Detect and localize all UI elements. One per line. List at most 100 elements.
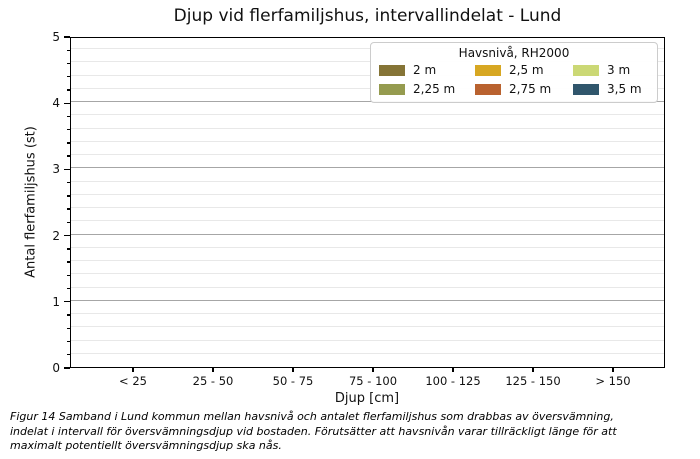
legend-color-swatch xyxy=(475,64,501,76)
legend-label: 2,75 m xyxy=(509,82,552,96)
x-tick xyxy=(532,368,534,372)
legend-entries: 2 m 2,5 m 3 m 2,25 m 2,75 m 3,5 m xyxy=(379,63,649,96)
minor-gridline xyxy=(71,193,664,195)
major-gridline xyxy=(71,233,664,235)
major-gridline xyxy=(71,101,664,103)
caption-line: maximalt potentiellt översvämningsdjup s… xyxy=(10,439,282,452)
legend-color-swatch xyxy=(573,83,599,95)
y-major-tick xyxy=(64,234,70,237)
minor-gridline xyxy=(71,220,664,222)
legend-item: 3 m xyxy=(573,63,651,77)
legend-label: 2,25 m xyxy=(413,82,456,96)
minor-gridline xyxy=(71,207,664,209)
y-tick-label: 0 xyxy=(52,361,60,375)
legend-label: 3 m xyxy=(607,63,631,77)
minor-gridline xyxy=(71,246,664,248)
minor-gridline xyxy=(71,339,664,341)
caption-line: Figur 14 Samband i Lund kommun mellan ha… xyxy=(10,410,614,423)
y-minor-tick xyxy=(66,274,70,276)
x-tick-label: > 150 xyxy=(595,374,631,388)
y-major-tick xyxy=(64,301,70,303)
y-tick-label: 4 xyxy=(52,96,60,111)
minor-gridline xyxy=(71,352,664,354)
x-tick xyxy=(612,368,614,372)
y-minor-tick xyxy=(66,314,70,316)
minor-gridline xyxy=(71,61,664,63)
legend-item: 3,5 m xyxy=(573,82,651,96)
legend-item: 2,25 m xyxy=(379,82,475,96)
legend-label: 2,5 m xyxy=(509,63,544,77)
y-minor-tick xyxy=(66,181,70,184)
x-tick xyxy=(372,368,374,372)
y-minor-tick xyxy=(66,354,70,356)
y-minor-tick xyxy=(66,49,70,51)
minor-gridline xyxy=(71,260,664,262)
x-tick-label: 75 - 100 xyxy=(348,374,398,388)
x-tick-label: 25 - 50 xyxy=(192,374,234,388)
minor-gridline xyxy=(71,140,664,142)
y-minor-tick xyxy=(66,76,70,78)
y-minor-tick xyxy=(66,221,70,224)
legend-label: 2 m xyxy=(413,63,437,77)
y-minor-tick xyxy=(66,340,70,343)
y-minor-tick xyxy=(66,115,70,118)
x-tick-label: 125 - 150 xyxy=(505,374,561,388)
x-tick-label: 50 - 75 xyxy=(272,374,314,388)
x-axis-label: Djup [cm] xyxy=(334,391,400,406)
y-minor-tick xyxy=(66,287,70,290)
x-tick xyxy=(212,368,214,372)
legend-item: 2,5 m xyxy=(475,63,573,77)
y-minor-tick xyxy=(66,208,70,210)
y-major-tick xyxy=(64,168,70,171)
y-minor-tick xyxy=(66,327,70,329)
legend-color-swatch xyxy=(379,83,405,95)
legend-title: Havsnivå, RH2000 xyxy=(458,46,570,60)
y-minor-tick xyxy=(66,261,70,263)
y-minor-tick xyxy=(66,248,70,250)
y-major-tick xyxy=(64,367,70,369)
legend-color-swatch xyxy=(379,64,405,76)
y-major-tick xyxy=(64,102,70,104)
legend-item: 2,75 m xyxy=(475,82,573,96)
minor-gridline xyxy=(71,326,664,328)
y-minor-tick xyxy=(66,142,70,144)
minor-gridline xyxy=(71,114,664,116)
minor-gridline xyxy=(71,48,664,50)
y-tick-label: 2 xyxy=(52,228,60,243)
legend-label: 3,5 m xyxy=(607,82,642,96)
minor-gridline xyxy=(71,273,664,275)
minor-gridline xyxy=(71,87,664,89)
y-minor-tick xyxy=(66,62,70,65)
major-gridline xyxy=(71,167,664,169)
legend-color-swatch xyxy=(475,83,501,95)
y-major-tick xyxy=(64,36,70,38)
x-tick-label: 100 - 125 xyxy=(425,374,481,388)
chart-title: Djup vid flerfamiljshus, intervallindela… xyxy=(173,6,562,26)
plot-area: Havsnivå, RH2000 2 m 2,5 m 3 m 2,25 m 2,75 m… xyxy=(70,37,665,368)
y-axis-label: Antal flerfamiljshus (st) xyxy=(23,126,39,278)
figure-caption: Figur 14 Samband i Lund kommun mellan ha… xyxy=(10,410,695,454)
minor-gridline xyxy=(71,154,664,156)
minor-gridline xyxy=(71,180,664,182)
x-tick xyxy=(452,368,454,372)
legend: Havsnivå, RH2000 2 m 2,5 m 3 m 2,25 m 2,75 m… xyxy=(370,42,658,103)
y-minor-tick xyxy=(66,195,70,197)
legend-item: 2 m xyxy=(379,63,475,77)
y-tick-label: 1 xyxy=(52,294,60,309)
minor-gridline xyxy=(71,286,664,288)
caption-line: indelat i intervall för översvämningsdju… xyxy=(10,424,617,438)
minor-gridline xyxy=(71,313,664,315)
y-tick-label: 3 xyxy=(52,162,60,177)
major-gridline xyxy=(71,299,664,301)
y-minor-tick xyxy=(66,155,70,157)
x-tick xyxy=(132,368,134,372)
y-minor-tick xyxy=(66,89,70,91)
minor-gridline xyxy=(71,127,664,129)
x-tick-label: < 25 xyxy=(119,374,147,388)
x-tick xyxy=(292,368,294,372)
y-tick-label: 5 xyxy=(52,30,60,44)
legend-color-swatch xyxy=(573,64,599,76)
y-minor-tick xyxy=(66,128,70,131)
minor-gridline xyxy=(71,74,664,76)
